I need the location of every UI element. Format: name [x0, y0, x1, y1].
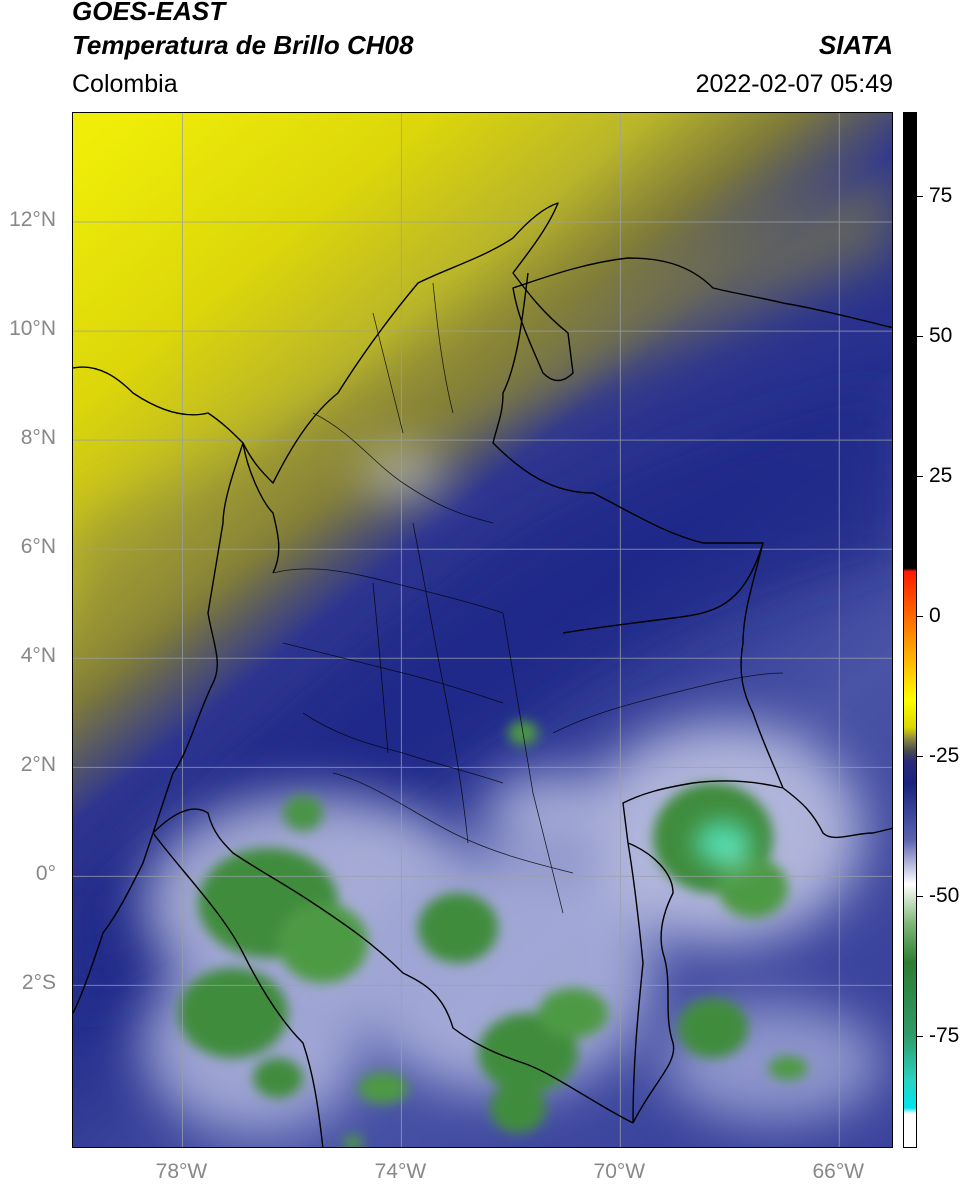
olive-band — [73, 173, 892, 673]
colorbar-tick — [917, 756, 923, 757]
brightness-temperature-map — [72, 112, 893, 1148]
colorbar-tick-label: 75 — [929, 184, 953, 207]
colorbar-tick-label: 0 — [929, 604, 941, 627]
map-canvas — [73, 113, 892, 1147]
graticule — [73, 113, 892, 1147]
colorbar-tick — [917, 336, 923, 337]
department-lines — [272, 282, 784, 914]
colorbar — [903, 112, 917, 1148]
colorbar-tick — [917, 1036, 923, 1037]
lat-tick-label: 12°N — [9, 208, 56, 232]
lat-tick-label: 10°N — [9, 317, 56, 341]
colorbar-tick — [917, 616, 923, 617]
brand-label: SIATA — [818, 30, 893, 60]
borders — [73, 202, 892, 1147]
border-peru-brazil — [627, 842, 644, 1124]
datetime-label: 2022-02-07 05:49 — [695, 70, 893, 98]
colorbar-tick — [917, 196, 923, 197]
lon-tick-label: 78°W — [155, 1160, 208, 1183]
title-product: Temperatura de Brillo CH08 — [72, 30, 414, 60]
border-venezuela-brazil — [782, 787, 892, 839]
colorbar-tick-label: 25 — [929, 464, 953, 487]
lat-tick-label: 2°N — [20, 753, 56, 777]
colorbar-tick-label: -75 — [929, 1024, 960, 1047]
border-colombia-peru-ecuador — [152, 808, 634, 1124]
title-satellite: GOES-EAST — [72, 0, 226, 26]
convective-cores — [178, 721, 808, 1147]
lat-tick-label: 2°S — [21, 971, 56, 995]
border-colombia-panama — [242, 442, 280, 574]
border-colombia-brazil — [622, 780, 784, 1124]
colorbar-tick — [917, 896, 923, 897]
colorbar-tick-label: 50 — [929, 324, 953, 347]
coastline-caribbean — [73, 202, 892, 484]
region-label: Colombia — [72, 70, 178, 98]
colorbar-tick — [917, 476, 923, 477]
border-ecuador-peru — [152, 832, 324, 1147]
colorbar-tick-label: -50 — [929, 884, 960, 907]
lat-tick-label: 4°N — [20, 644, 56, 668]
lon-tick-label: 74°W — [374, 1160, 427, 1183]
coldest-tops — [695, 821, 751, 868]
border-colombia-venezuela-llanos — [562, 542, 764, 634]
lat-tick-label: 0° — [35, 862, 56, 886]
border-colombia-venezuela — [492, 272, 784, 789]
coastline-pacific — [73, 442, 244, 1014]
lat-tick-label: 8°N — [20, 426, 56, 450]
lon-tick-label: 70°W — [593, 1160, 646, 1183]
colorbar-tick-label: -25 — [929, 744, 960, 767]
lat-tick-label: 6°N — [20, 535, 56, 559]
lon-tick-label: 66°W — [812, 1160, 865, 1183]
